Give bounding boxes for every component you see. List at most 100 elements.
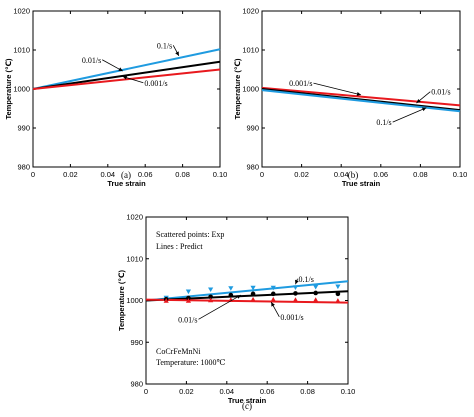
plot-frame — [32, 10, 221, 168]
panel-note-1: Lines : Predict — [156, 242, 203, 251]
annotation-0-1-s: 0.1/s — [376, 118, 391, 127]
annotation-0-01-s: 0.01/s — [431, 88, 450, 97]
x-tick-label: 0.08 — [175, 170, 190, 179]
scatter-point-0-1-s — [228, 286, 234, 291]
scatter-point-0-001-s — [228, 297, 234, 302]
x-tick-label: 0.08 — [300, 387, 315, 396]
y-tick-label: 980 — [130, 380, 143, 389]
y-axis-label: Temperature (℃) — [117, 269, 126, 331]
x-tick-label: 0.04 — [334, 170, 349, 179]
panel-note-2: CoCrFeMnNi — [156, 347, 201, 356]
x-axis-label: True strain — [107, 179, 146, 188]
y-axis-label: Temperature (℃) — [233, 58, 242, 120]
annotation-arrowhead — [421, 107, 427, 112]
panel-note-3: Temperature: 1000℃ — [156, 358, 226, 367]
y-tick-label: 990 — [130, 338, 143, 347]
panel-label: (c) — [242, 401, 252, 411]
scatter-point-0-001-s — [313, 297, 319, 302]
x-tick-label: 0.06 — [260, 387, 275, 396]
annotation-arrowhead — [175, 51, 179, 56]
annotation-arrowhead — [356, 91, 361, 96]
scatter-point-0-01-s — [335, 291, 341, 297]
x-tick-label: 0 — [31, 170, 35, 179]
annotation-arrowhead — [271, 302, 275, 307]
annotation-0-01-s: 0.01/s — [82, 56, 101, 65]
x-tick-label: 0.02 — [294, 170, 309, 179]
panel-b: 0 0.02 0.04 0.06 0.08 0.10 980 990 1000 1010 1020 T… — [233, 7, 467, 188]
scatter-point-0-01-s — [208, 294, 213, 300]
scatter-point-0-1-s — [208, 287, 214, 293]
scatter-point-0-001-s — [335, 298, 341, 303]
series-line-0-1-s — [261, 89, 461, 113]
x-tick-label: 0.02 — [63, 170, 78, 179]
scatter-point-0-1-s — [250, 285, 256, 291]
x-axis-label: True strain — [342, 179, 381, 188]
y-tick-label: 1000 — [126, 296, 143, 305]
series-line-0-1-s — [145, 280, 349, 302]
scatter-point-0-001-s — [185, 298, 192, 303]
y-tick-label: 1020 — [126, 213, 143, 222]
y-tick-label: 990 — [246, 124, 259, 133]
scatter-point-0-01-s — [293, 291, 298, 296]
scatter-point-0-01-s — [270, 291, 276, 297]
scatter-point-0-01-s — [250, 291, 256, 297]
x-tick-label: 0.10 — [453, 170, 468, 179]
series-line-0-001-s — [261, 86, 461, 107]
annotation-0-001-s: 0.001/s — [280, 313, 303, 322]
scatter-point-0-1-s — [292, 285, 299, 290]
y-axis-label: Temperature (℃) — [4, 58, 13, 120]
x-tick-label: 0.10 — [213, 170, 228, 179]
panel-note-0: Scattered points: Exp — [156, 230, 224, 239]
y-tick-label: 1010 — [242, 46, 259, 55]
x-tick-label: 0.08 — [413, 170, 428, 179]
scatter-point-0-1-s — [270, 285, 276, 291]
scatter-point-0-001-s — [250, 296, 256, 302]
x-tick-label: 0.10 — [341, 387, 356, 396]
scatter-point-0-001-s — [270, 296, 276, 302]
x-tick-label: 0.04 — [219, 387, 234, 396]
y-tick-label: 1010 — [13, 46, 30, 55]
y-tick-label: 990 — [17, 124, 30, 133]
annotation-arrowhead — [122, 75, 128, 80]
series-line-0-01-s — [32, 60, 221, 90]
annotation-0-001-s: 0.001/s — [144, 79, 167, 88]
y-tick-label: 1010 — [126, 254, 143, 263]
annotation-0-01-s: 0.01/s — [178, 315, 197, 324]
scatter-point-0-1-s — [313, 284, 319, 290]
scatter-point-0-001-s — [163, 298, 169, 303]
annotation-arrowhead — [118, 67, 123, 72]
x-tick-label: 0 — [260, 170, 264, 179]
scatter-point-0-01-s — [186, 295, 191, 301]
panel-c: 0 0.02 0.04 0.06 0.08 0.10 980 990 1000 1010 1020 T… — [117, 213, 355, 411]
series-line-0-001-s — [145, 298, 349, 304]
scatter-point-0-01-s — [228, 292, 234, 298]
scatter-point-0-001-s — [292, 297, 299, 302]
series-line-0-001-s — [32, 68, 221, 90]
plot-frame — [261, 10, 461, 168]
y-tick-label: 980 — [17, 163, 30, 172]
annotation-leader — [198, 294, 242, 320]
y-tick-label: 1020 — [13, 7, 30, 16]
panel-a: 0 0.02 0.04 0.06 0.08 0.10 980 990 1000 1010 1020 T… — [4, 7, 227, 188]
annotation-0-001-s: 0.001/s — [289, 79, 312, 88]
y-tick-label: 1000 — [13, 85, 30, 94]
series-line-0-1-s — [32, 48, 221, 90]
scatter-point-0-1-s — [335, 284, 341, 290]
annotation-arrowhead — [416, 98, 421, 104]
annotation-0-1-s: 0.1/s — [299, 275, 314, 284]
x-axis-label: True strain — [228, 396, 267, 405]
x-tick-label: 0.02 — [179, 387, 194, 396]
annotation-leader — [313, 82, 362, 96]
panel-label: (a) — [121, 170, 131, 180]
annotation-arrowhead — [236, 295, 241, 299]
x-tick-label: 0.06 — [138, 170, 153, 179]
x-tick-label: 0.06 — [373, 170, 388, 179]
scatter-point-0-01-s — [313, 290, 318, 296]
panel-label: (b) — [348, 170, 359, 180]
annotation-leader — [392, 107, 427, 123]
y-tick-label: 980 — [246, 163, 259, 172]
series-line-0-01-s — [261, 88, 461, 112]
y-tick-label: 1020 — [242, 7, 259, 16]
x-tick-label: 0 — [144, 387, 148, 396]
